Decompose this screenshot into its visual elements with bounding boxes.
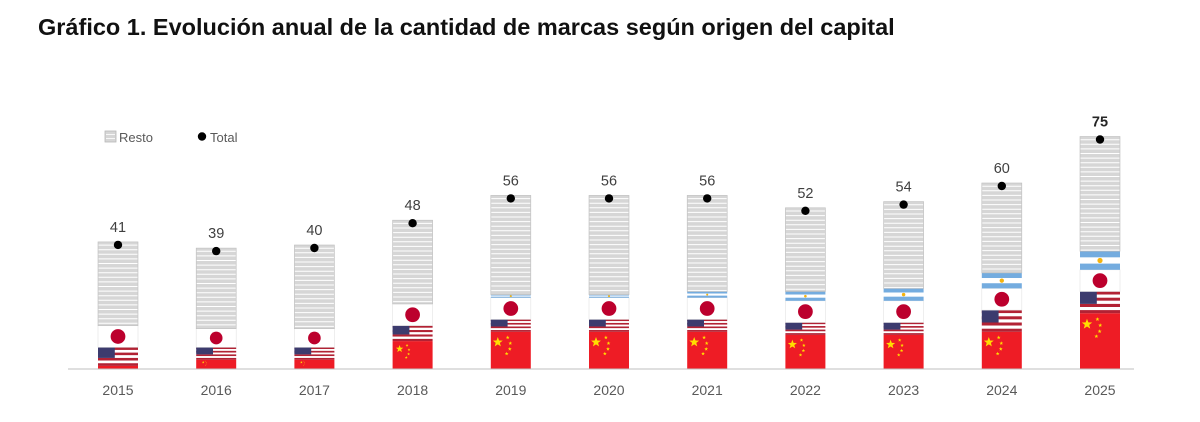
x-tick-label-2019: 2019 bbox=[495, 382, 526, 398]
bar-segment-usa-2023 bbox=[883, 322, 924, 335]
bar-segment-japan-2023 bbox=[883, 300, 924, 323]
bars-layer bbox=[97, 136, 1121, 369]
legend-swatch-resto bbox=[104, 130, 117, 143]
total-marker-2015 bbox=[113, 240, 123, 250]
bar-segment-resto-2015 bbox=[97, 241, 139, 326]
total-label-2018: 48 bbox=[405, 198, 421, 214]
bar-segment-usa-2019 bbox=[490, 319, 531, 332]
bar-segment-japan-2019 bbox=[490, 297, 532, 320]
total-marker-2023 bbox=[899, 200, 908, 209]
bar-segment-usa-2025 bbox=[1080, 291, 1120, 314]
x-tick-label-2021: 2021 bbox=[692, 382, 723, 398]
bar-segment-resto-2018 bbox=[392, 219, 433, 305]
total-marker-2018 bbox=[408, 219, 417, 228]
bar-segment-argentina-2024 bbox=[981, 272, 1022, 289]
total-marker-2025 bbox=[1095, 135, 1105, 144]
bar-segment-japan-2022 bbox=[785, 300, 826, 323]
bar-segment-china-2018 bbox=[392, 341, 433, 369]
bar-segment-resto-2024 bbox=[981, 182, 1023, 274]
legend-label-total: Total bbox=[210, 130, 238, 145]
bar-segment-japan-2021 bbox=[686, 297, 728, 320]
legend-label-resto: Resto bbox=[119, 130, 153, 145]
bar-segment-china-2025 bbox=[1080, 313, 1120, 369]
x-tick-labels: 2015 2016 2017 2018 2019 2020 2021 2022 2023 2024… bbox=[102, 382, 1115, 398]
total-label-2017: 40 bbox=[306, 223, 322, 239]
bar-segment-japan-2016 bbox=[195, 328, 237, 348]
bar-segment-china-2015 bbox=[98, 365, 138, 369]
total-marker-2024 bbox=[997, 181, 1006, 191]
bar-segment-china-2023 bbox=[883, 334, 924, 369]
total-label-2021: 56 bbox=[699, 173, 715, 189]
bar-segment-usa-2016 bbox=[196, 347, 237, 360]
total-marker-2016 bbox=[212, 246, 221, 256]
bar-segment-japan-2018 bbox=[392, 303, 433, 326]
bar-segment-japan-2020 bbox=[588, 297, 630, 320]
x-tick-label-2020: 2020 bbox=[593, 382, 624, 398]
bar-segment-argentina-2025 bbox=[1080, 251, 1120, 270]
x-tick-label-2023: 2023 bbox=[888, 382, 919, 398]
x-tick-label-2024: 2024 bbox=[986, 382, 1017, 398]
bar-segment-resto-2017 bbox=[294, 244, 335, 329]
bar-segment-china-2021 bbox=[687, 331, 728, 369]
total-label-2025: 75 bbox=[1092, 115, 1108, 131]
bar-segment-usa-2020 bbox=[589, 319, 629, 332]
total-label-2019: 56 bbox=[503, 173, 519, 189]
x-tick-label-2025: 2025 bbox=[1084, 382, 1115, 398]
bar-segment-japan-2017 bbox=[294, 328, 335, 348]
bar-segment-china-2020 bbox=[589, 331, 629, 369]
bar-segment-usa-2024 bbox=[981, 310, 1022, 332]
bar-segment-usa-2017 bbox=[294, 347, 335, 360]
bar-segment-usa-2021 bbox=[687, 319, 728, 332]
bar-segment-resto-2025 bbox=[1079, 136, 1121, 252]
chart-title: Gráfico 1. Evolución anual de la cantida… bbox=[38, 14, 895, 40]
bar-segment-china-2019 bbox=[490, 331, 531, 369]
bar-segment-china-2016 bbox=[196, 359, 237, 369]
bar-segment-usa-2022 bbox=[785, 322, 826, 335]
bar-segment-resto-2020 bbox=[588, 195, 630, 295]
total-markers: 41 39 40 48 56 56 56 52 54 60 75 bbox=[110, 115, 1108, 256]
total-label-2020: 56 bbox=[601, 173, 617, 189]
x-tick-label-2017: 2017 bbox=[299, 382, 330, 398]
bar-segment-argentina-2023 bbox=[883, 288, 924, 301]
total-marker-2017 bbox=[310, 243, 319, 253]
total-label-2024: 60 bbox=[994, 161, 1010, 177]
bar-segment-usa-2015 bbox=[98, 347, 138, 366]
bar-segment-resto-2021 bbox=[686, 195, 728, 292]
bar-segment-china-2024 bbox=[981, 331, 1022, 369]
bar-segment-china-2022 bbox=[785, 334, 826, 369]
bar-segment-resto-2019 bbox=[490, 195, 532, 295]
bar-segment-resto-2016 bbox=[195, 247, 237, 330]
total-label-2016: 39 bbox=[208, 226, 224, 242]
total-label-2023: 54 bbox=[896, 180, 912, 196]
total-marker-2020 bbox=[604, 194, 614, 203]
legend-marker-total bbox=[197, 132, 207, 141]
x-tick-label-2022: 2022 bbox=[790, 382, 821, 398]
total-label-2022: 52 bbox=[797, 186, 813, 202]
total-marker-2019 bbox=[506, 194, 515, 203]
bar-segment-china-2017 bbox=[294, 359, 335, 369]
bar-segment-resto-2022 bbox=[785, 207, 826, 292]
total-marker-2022 bbox=[801, 206, 810, 215]
bar-segment-japan-2015 bbox=[97, 325, 139, 348]
bar-segment-japan-2025 bbox=[1079, 269, 1121, 292]
legend: Resto Total bbox=[104, 130, 238, 145]
bar-segment-argentina-2022 bbox=[785, 291, 826, 301]
total-marker-2021 bbox=[703, 194, 712, 203]
x-tick-label-2016: 2016 bbox=[201, 382, 232, 398]
x-tick-label-2018: 2018 bbox=[397, 382, 428, 398]
bar-segment-japan-2024 bbox=[981, 288, 1023, 311]
bar-segment-usa-2018 bbox=[392, 325, 433, 342]
bar-segment-argentina-2020 bbox=[589, 294, 629, 298]
bar-segment-resto-2023 bbox=[883, 201, 924, 289]
x-tick-label-2015: 2015 bbox=[102, 382, 133, 398]
total-label-2015: 41 bbox=[110, 220, 126, 236]
bar-segment-argentina-2021 bbox=[687, 291, 728, 298]
bar-segment-argentina-2019 bbox=[490, 294, 531, 298]
